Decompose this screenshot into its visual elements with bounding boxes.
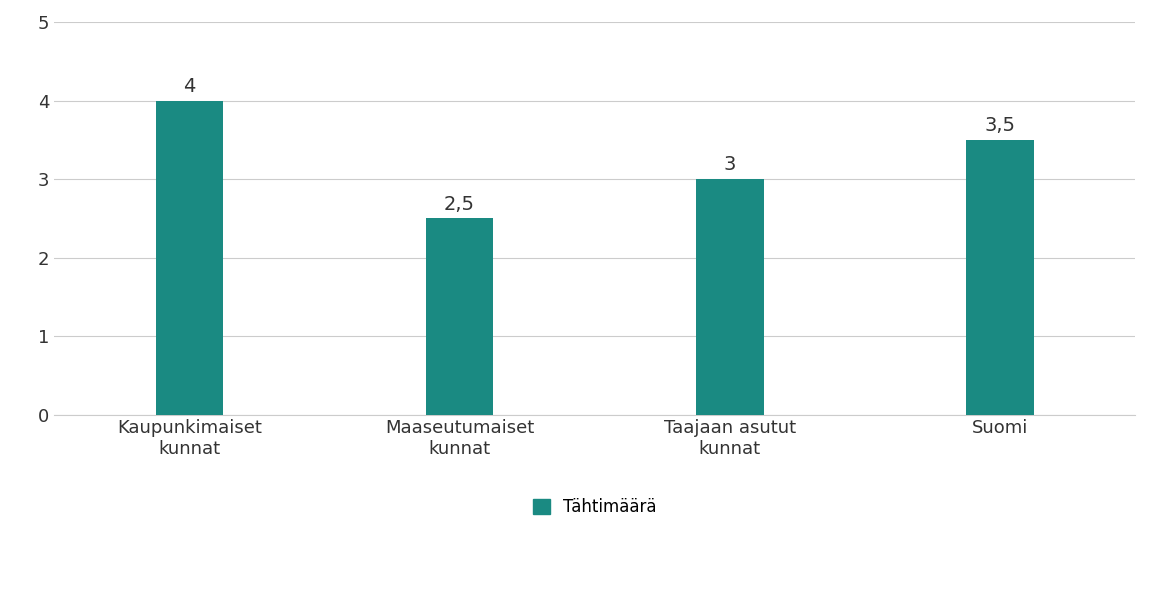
Bar xyxy=(966,140,1034,414)
Bar xyxy=(155,100,223,414)
Bar xyxy=(696,179,764,414)
Bar xyxy=(426,218,493,414)
Legend: Tähtimäärä: Tähtimäärä xyxy=(532,498,657,516)
Text: 2,5: 2,5 xyxy=(444,194,475,213)
Text: 3,5: 3,5 xyxy=(984,116,1015,135)
Text: 4: 4 xyxy=(183,77,196,96)
Text: 3: 3 xyxy=(723,155,736,174)
